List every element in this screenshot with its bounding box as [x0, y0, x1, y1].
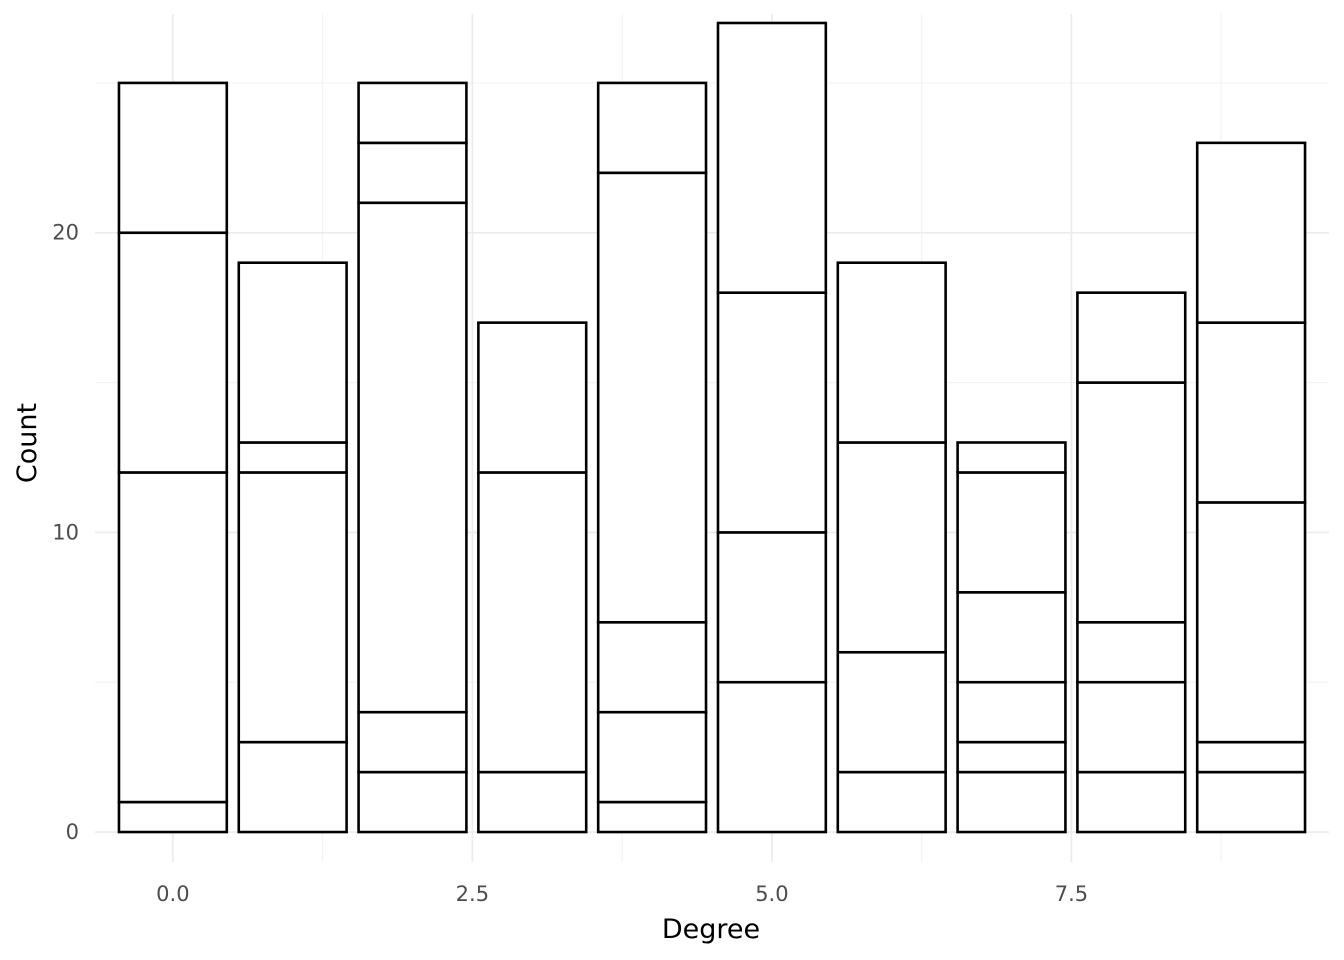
y-tick-label: 20 — [52, 221, 79, 245]
bar-segment — [956, 740, 1067, 774]
bar-segment — [1076, 291, 1187, 384]
tick-labels: 0.0 2.5 5.0 7.5 0 10 20 — [52, 221, 1088, 906]
bar-segment — [596, 171, 708, 624]
bar-segment — [836, 441, 947, 654]
bar-segment — [1195, 141, 1307, 324]
bar-segment — [357, 201, 468, 714]
bar-segment — [1076, 680, 1187, 774]
bar-segment — [237, 471, 348, 744]
x-axis-title: Degree — [662, 914, 760, 945]
bar-segment — [596, 81, 708, 175]
bar-segment — [716, 291, 828, 534]
bar-segment — [956, 591, 1067, 684]
bar-segment — [716, 21, 828, 294]
x-tick-label: 0.0 — [156, 882, 189, 906]
bar-segment — [117, 81, 229, 235]
bar-segment — [716, 531, 828, 684]
bar-segment — [477, 471, 588, 774]
bar-segment — [357, 141, 468, 205]
y-tick-label: 0 — [66, 820, 79, 844]
bar-segment — [1076, 770, 1187, 834]
bar-segment — [596, 800, 708, 834]
bar-segment — [1195, 321, 1307, 504]
bar-segment — [1195, 501, 1307, 744]
bar-segment — [117, 231, 229, 474]
bar-segment — [237, 740, 348, 834]
bar-segment — [956, 471, 1067, 594]
bar-stack — [237, 261, 348, 834]
bar-segment — [1195, 740, 1307, 774]
bar-segment — [477, 321, 588, 474]
bar-segment — [1076, 620, 1187, 684]
x-tick-label: 7.5 — [1055, 882, 1088, 906]
bar-segment — [1076, 381, 1187, 624]
bar-segment — [596, 620, 708, 714]
bar-segment — [596, 710, 708, 804]
x-tick-label: 5.0 — [755, 882, 788, 906]
bar-stack — [357, 81, 468, 834]
bar-segment — [357, 710, 468, 774]
bar-stack — [836, 261, 947, 834]
bar-segment — [956, 770, 1067, 834]
bar-stack — [1076, 291, 1187, 834]
bar-stack — [477, 321, 588, 834]
bars — [117, 21, 1307, 834]
y-axis-title: Count — [12, 403, 43, 483]
bar-segment — [117, 800, 229, 834]
bar-segment — [956, 441, 1067, 474]
bar-segment — [716, 680, 828, 834]
bar-segment — [1195, 770, 1307, 834]
bar-segment — [357, 81, 468, 145]
bar-segment — [956, 680, 1067, 744]
bar-stack — [716, 21, 828, 834]
bar-segment — [237, 441, 348, 474]
bar-stack — [956, 441, 1067, 834]
bar-stack — [596, 81, 708, 834]
bar-segment — [117, 471, 229, 804]
bar-segment — [836, 770, 947, 834]
bar-stack — [117, 81, 229, 834]
bar-segment — [477, 770, 588, 834]
bar-segment — [237, 261, 348, 444]
x-tick-label: 2.5 — [456, 882, 489, 906]
bar-segment — [357, 770, 468, 834]
bar-stack — [1195, 141, 1307, 834]
bar-segment — [836, 650, 947, 774]
y-tick-label: 10 — [52, 520, 79, 544]
bar-segment — [836, 261, 947, 444]
